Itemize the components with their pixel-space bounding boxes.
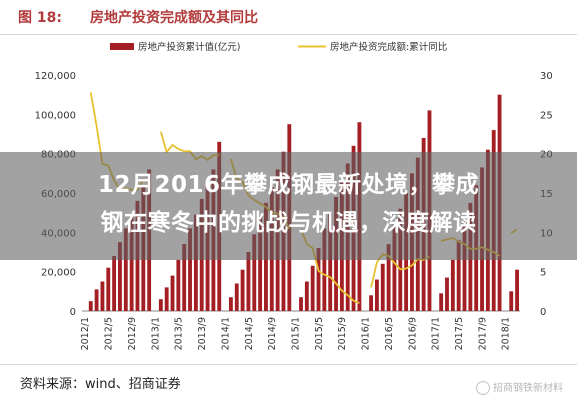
y-right-tick-label: 5: [540, 268, 546, 279]
bar: [299, 297, 303, 311]
source-note: 资料来源：wind、招商证券: [20, 377, 181, 392]
figure-title: 房地产投资完成额及其同比: [90, 10, 258, 26]
bar: [456, 240, 461, 311]
x-tick-label: 2014/1: [220, 317, 231, 350]
bar: [246, 252, 251, 311]
y-right-tick-label: 25: [540, 110, 553, 121]
bar: [450, 259, 455, 311]
bar: [88, 301, 93, 311]
bar: [392, 224, 397, 311]
headline-line-1: 12月2016年攀成钢最新处境，攀成: [97, 172, 480, 198]
bar: [380, 263, 385, 311]
x-tick-label: 2013/1: [150, 317, 161, 350]
x-tick-label: 2013/9: [197, 317, 208, 350]
x-tick-label: 2017/1: [431, 317, 442, 350]
bar: [176, 259, 181, 311]
bar: [258, 216, 263, 311]
bar: [112, 255, 117, 311]
figure-label: 图 18:: [18, 10, 62, 26]
x-tick-label: 2018/1: [501, 317, 512, 350]
x-tick-label: 2016/9: [407, 317, 418, 350]
bar: [386, 244, 391, 311]
watermark-text: 招商钢铁新材料: [493, 383, 563, 394]
x-tick-label: 2014/9: [267, 317, 278, 350]
bar: [304, 281, 309, 311]
x-tick-label: 2014/5: [244, 317, 255, 350]
x-tick-label: 2012/9: [127, 317, 138, 350]
headline-text: 12月2016年攀成钢最新处境，攀成 钢在寒冬中的挑战与机遇，深度解读: [0, 166, 577, 242]
bar: [234, 283, 239, 311]
bar: [316, 248, 321, 311]
bar: [509, 291, 514, 311]
x-tick-label: 2016/5: [384, 317, 395, 350]
bar: [182, 244, 187, 311]
bar: [439, 293, 444, 311]
bar: [310, 265, 315, 311]
bar: [100, 281, 105, 311]
y-left-tick-label: 0: [70, 307, 76, 318]
bar: [374, 279, 379, 311]
bar: [322, 228, 327, 311]
bar: [129, 214, 134, 311]
bar: [158, 299, 163, 311]
x-tick-label: 2015/1: [290, 317, 301, 350]
legend-line-label: 房地产投资完成额:累计同比: [330, 41, 447, 53]
x-tick-label: 2012/1: [80, 317, 91, 350]
bar: [94, 289, 99, 311]
bar: [193, 214, 198, 311]
y-left-tick-label: 20,000: [41, 268, 76, 279]
bar: [240, 269, 245, 311]
y-left-tick-label: 100,000: [35, 110, 76, 121]
bar: [170, 275, 175, 311]
watermark: 招商钢铁新材料: [476, 379, 563, 395]
bar: [328, 212, 333, 311]
x-tick-label: 2015/9: [337, 317, 348, 350]
y-right-tick-label: 30: [540, 71, 553, 82]
x-tick-label: 2012/5: [104, 317, 115, 350]
figure-footer: 资料来源：wind、招商证券 招商钢铁新材料: [0, 364, 577, 401]
x-tick-label: 2017/9: [477, 317, 488, 350]
y-right-tick-label: 0: [540, 307, 546, 318]
bar: [445, 277, 449, 311]
x-tick-label: 2016/1: [361, 317, 372, 350]
y-left-tick-label: 120,000: [35, 71, 76, 82]
bar: [252, 234, 257, 311]
figure-header: 图 18: 房地产投资完成额及其同比: [0, 0, 577, 35]
bar: [106, 267, 111, 311]
bar: [188, 228, 192, 311]
x-tick-label: 2013/5: [174, 317, 185, 350]
bar: [462, 220, 467, 311]
headline-line-2: 钢在寒冬中的挑战与机遇，深度解读: [100, 210, 477, 236]
x-tick-label: 2015/5: [314, 317, 325, 350]
bar: [123, 228, 128, 311]
bar: [515, 269, 519, 311]
legend-bar-swatch: [110, 43, 134, 50]
bar: [369, 295, 373, 311]
x-tick-label: 2017/5: [454, 317, 465, 350]
legend-bar-label: 房地产投资累计值(亿元): [138, 41, 240, 53]
bar: [118, 242, 122, 311]
headline-overlay: 12月2016年攀成钢最新处境，攀成 钢在寒冬中的挑战与机遇，深度解读: [0, 152, 577, 260]
bar: [164, 287, 169, 311]
bar: [228, 297, 233, 311]
wechat-icon: [476, 381, 490, 395]
